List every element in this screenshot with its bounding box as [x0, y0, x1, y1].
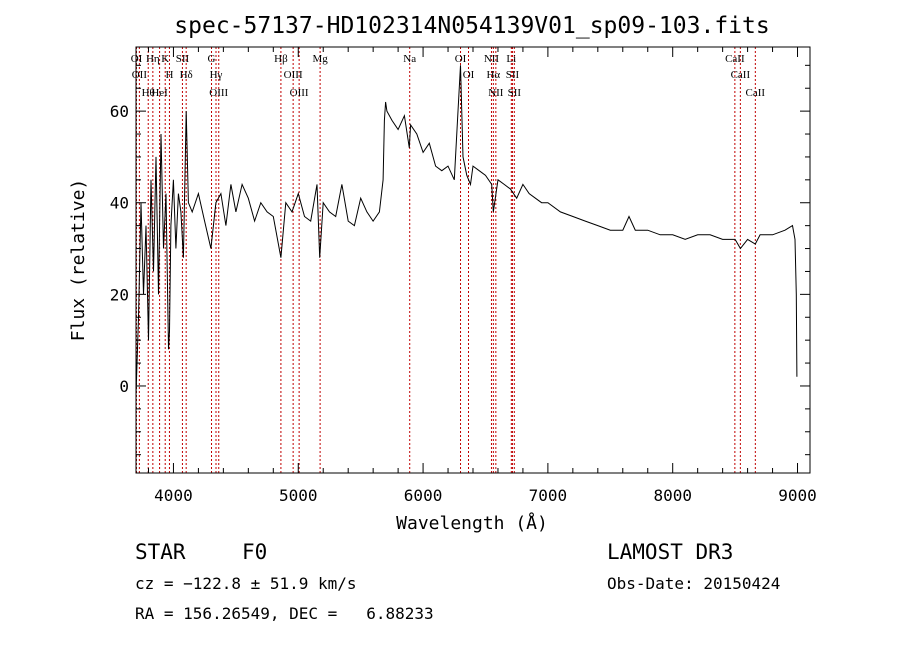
observation-date: Obs-Date: 20150424: [607, 574, 781, 593]
emission-line-label: Hη: [146, 53, 160, 65]
x-tick-label: 6000: [404, 486, 443, 505]
emission-line-label: SII: [176, 53, 190, 65]
chart-title: spec-57137-HD102314N054139V01_sp09-103.f…: [174, 13, 769, 39]
emission-line-label: Hθ: [142, 87, 155, 99]
emission-line-label: Hγ: [210, 69, 223, 81]
emission-line-label: K: [161, 53, 169, 65]
y-tick-label: 20: [110, 285, 129, 304]
emission-line-label: G: [208, 53, 216, 65]
emission-line-label: CaII: [731, 69, 751, 81]
emission-line-label: Mg: [312, 53, 328, 65]
emission-line-label: SII: [508, 87, 522, 99]
survey-name: LAMOST DR3: [607, 540, 734, 564]
object-subclass: F0: [242, 540, 268, 564]
emission-line-label: H: [165, 69, 173, 81]
emission-line-label: SII: [506, 69, 520, 81]
sky-coordinates: RA = 156.26549, DEC = 6.88233: [135, 604, 434, 623]
y-axis-label: Flux (relative): [68, 179, 89, 342]
emission-line-label: CaII: [746, 87, 766, 99]
x-axis-ticks: 4000 5000 6000 7000 8000 9000: [147, 47, 817, 505]
plot-frame: [135, 46, 811, 474]
emission-line-label: OI: [131, 53, 143, 65]
object-class: STAR: [135, 540, 186, 564]
emission-line-label: Hβ: [274, 53, 288, 65]
x-tick-label: 4000: [154, 486, 193, 505]
emission-line-label: OIII: [284, 69, 303, 81]
x-tick-label: 5000: [279, 486, 318, 505]
emission-line-markers: [135, 47, 756, 473]
emission-line-label: OII: [132, 69, 148, 81]
y-tick-label: 60: [110, 102, 129, 121]
y-tick-label: 0: [119, 377, 129, 396]
emission-line-label: Hδ: [180, 69, 193, 81]
emission-line-label: OIII: [290, 87, 309, 99]
y-axis-ticks: 0 20 40 60: [110, 64, 810, 456]
emission-line-label: NII: [488, 87, 504, 99]
emission-line-label: Li: [506, 53, 516, 65]
x-tick-label: 9000: [778, 486, 817, 505]
x-tick-label: 8000: [653, 486, 692, 505]
emission-line-label: OIII: [209, 87, 228, 99]
emission-line-label: Hα: [486, 69, 500, 81]
emission-line-label: OI: [455, 53, 467, 65]
y-tick-label: 40: [110, 194, 129, 213]
spectrum-series-line: [135, 65, 798, 396]
emission-line-label: NII: [484, 53, 500, 65]
x-axis-label: Wavelength (Å): [396, 512, 548, 534]
redshift-velocity: cz = −122.8 ± 51.9 km/s: [135, 574, 357, 593]
x-tick-label: 7000: [529, 486, 568, 505]
emission-line-label: Na: [403, 53, 416, 65]
emission-line-label: OI: [463, 69, 475, 81]
emission-line-label: HeI: [151, 87, 168, 99]
emission-line-label: CaII: [725, 53, 745, 65]
